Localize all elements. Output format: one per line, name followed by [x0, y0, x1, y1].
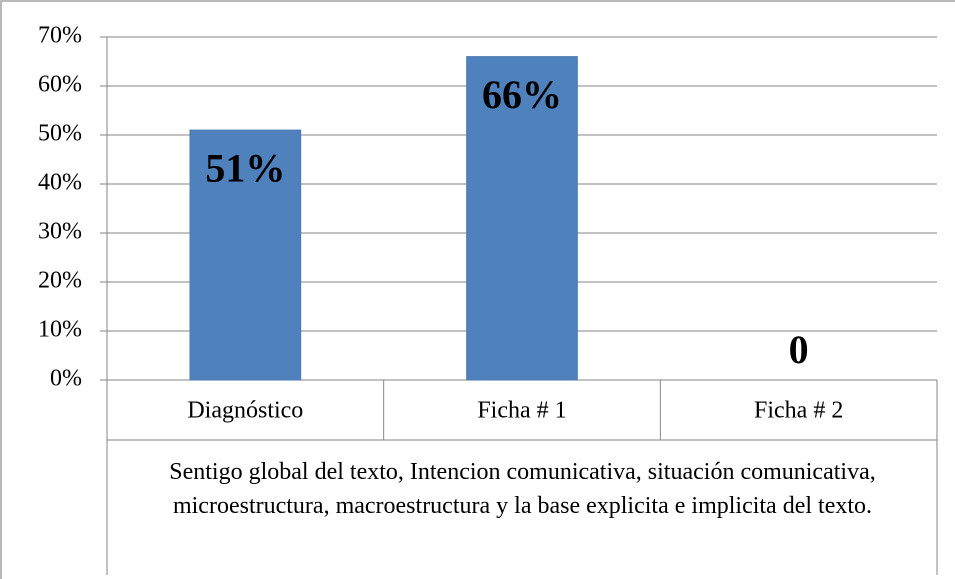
bar [189, 129, 302, 381]
data-label: 66% [482, 72, 562, 117]
y-tick-label: 0% [50, 366, 82, 392]
y-tick-label: 60% [38, 72, 82, 98]
y-tick-label: 10% [38, 317, 82, 343]
y-tick-label: 50% [38, 121, 82, 147]
bar [466, 56, 578, 381]
y-tick-label: 30% [38, 219, 82, 245]
data-label: 51% [205, 145, 285, 190]
group-label: Sentigo global del texto, Intencion comu… [169, 459, 876, 519]
y-tick-label: 70% [38, 23, 82, 49]
data-label: 0 [789, 327, 809, 372]
y-tick-label: 40% [38, 170, 82, 196]
x-tick-label: Diagnóstico [187, 398, 303, 424]
y-tick-label: 20% [38, 268, 82, 294]
x-tick-label: Ficha # 1 [477, 398, 566, 424]
x-tick-label: Ficha # 2 [754, 398, 843, 424]
